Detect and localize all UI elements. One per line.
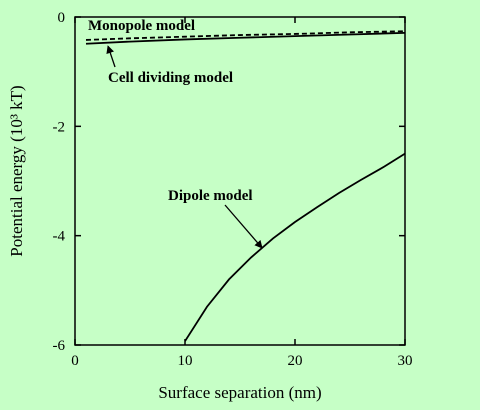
annotation-dipole-model: Dipole model [168,188,253,204]
annotation-arrow [106,45,116,68]
plot-lines [85,30,406,342]
axis-ticks: 0 10 20 30 0 -2 -4 -6 [53,10,413,369]
x-axis-title: Surface separation (nm) [158,383,321,402]
annotations: Monopole model Cell dividing model Dipole … [88,18,263,249]
annotation-arrow [224,204,263,249]
y-tick-label: -6 [53,338,66,354]
series-line-monopole-model [85,30,406,41]
y-tick-label: 0 [58,10,66,26]
y-tick-label: -4 [53,229,66,245]
series-line-cell-dividing-model [85,31,406,45]
x-tick-label: 20 [288,353,303,369]
x-tick-label: 10 [178,353,193,369]
annotation-cell-dividing-model: Cell dividing model [108,70,233,86]
y-axis-title: Potential energy (10³ kT) [7,85,26,256]
x-tick-label: 30 [398,353,413,369]
plot-frame [74,16,406,346]
x-tick-label: 0 [71,353,79,369]
y-tick-label: -2 [53,119,66,135]
series-line-dipole-model [184,152,406,342]
annotation-monopole-model: Monopole model [88,18,195,34]
